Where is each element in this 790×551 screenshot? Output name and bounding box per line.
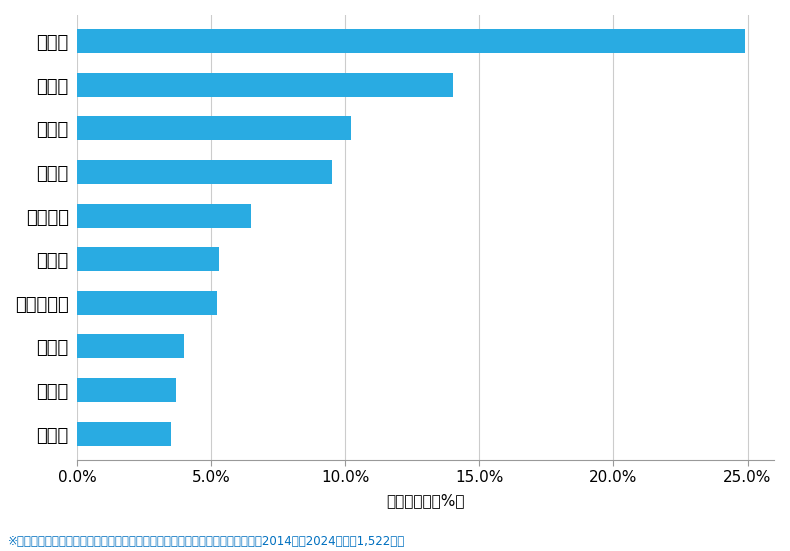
Bar xyxy=(77,422,171,446)
Bar xyxy=(77,116,351,141)
Bar xyxy=(77,203,251,228)
Bar xyxy=(77,73,453,97)
Bar xyxy=(77,378,176,402)
X-axis label: 件数の割合（%）: 件数の割合（%） xyxy=(386,494,465,509)
Text: ※弊社受付の案件を対象に、受付時に市区町村の回答があったものを集計（期間2014年～2024年、計1,522件）: ※弊社受付の案件を対象に、受付時に市区町村の回答があったものを集計（期間2014… xyxy=(8,535,405,548)
Bar xyxy=(77,247,219,271)
Bar xyxy=(77,334,184,358)
Bar xyxy=(77,160,332,184)
Bar xyxy=(77,291,216,315)
Bar xyxy=(77,29,745,53)
